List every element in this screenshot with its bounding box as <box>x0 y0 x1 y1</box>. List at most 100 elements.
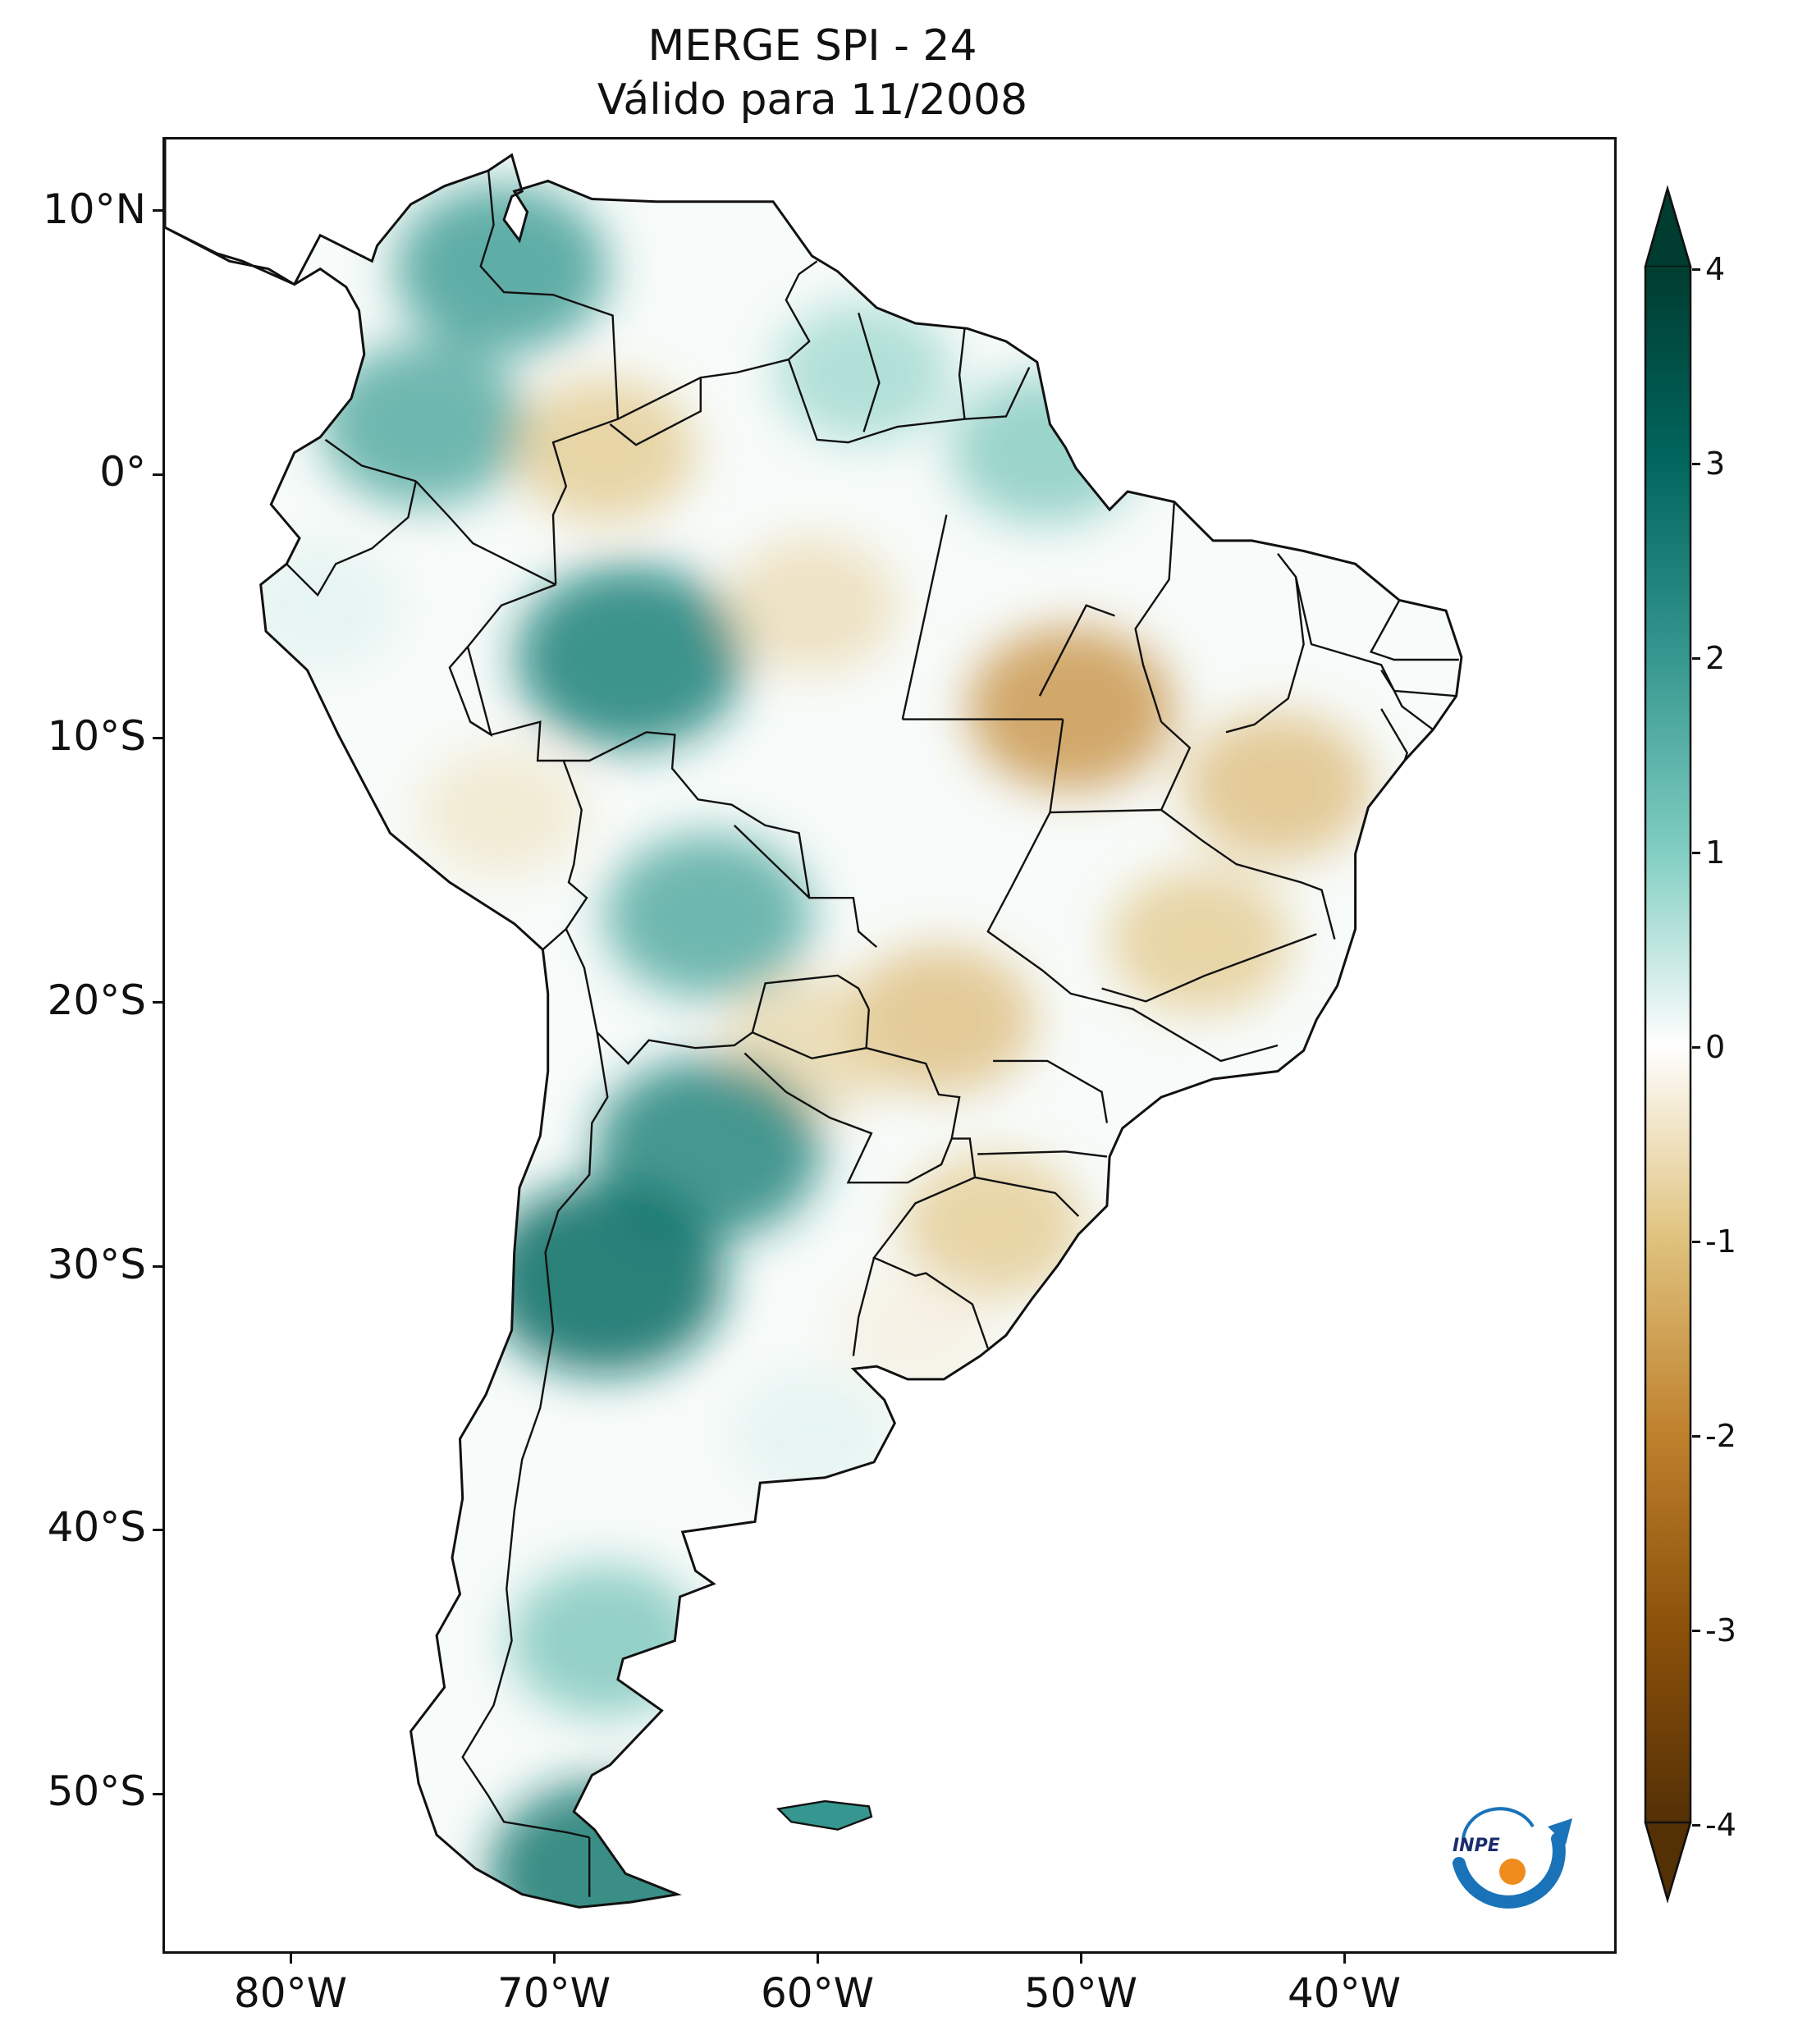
spi-region <box>1184 712 1371 861</box>
spi-region <box>775 302 953 442</box>
lon-tick <box>290 1954 292 1964</box>
country-border <box>852 1257 876 1356</box>
colorbar-tick <box>1692 1046 1700 1049</box>
country-border <box>974 1176 1080 1218</box>
colorbar-label: 4 <box>1705 251 1726 287</box>
lon-tick <box>553 1954 556 1964</box>
country-border <box>1225 552 1305 734</box>
country-border <box>1134 501 1176 723</box>
country-border <box>1101 933 1317 1003</box>
country-border <box>866 1047 961 1139</box>
spi-region <box>515 565 746 749</box>
lon-label-70w: 70°W <box>496 1969 611 2017</box>
lat-label-10s: 10°S <box>47 712 146 760</box>
lat-label-0: 0° <box>99 448 146 496</box>
colorbar-label: 2 <box>1705 640 1726 676</box>
country-border <box>565 928 870 1065</box>
colorbar-tick <box>1692 463 1700 465</box>
country-border <box>977 1150 1108 1158</box>
falkland-islands <box>775 1799 873 1831</box>
colorbar-label: 1 <box>1705 835 1726 871</box>
colorbar-tick <box>1692 1241 1700 1243</box>
colorbar-tick <box>1692 852 1700 854</box>
spi-region <box>903 1155 1084 1298</box>
country-border <box>752 1008 870 1060</box>
colorbar-label: -1 <box>1705 1223 1736 1260</box>
lon-tick <box>817 1954 819 1964</box>
country-border <box>466 646 493 738</box>
colorbar-tick <box>1692 1630 1700 1632</box>
lat-tick <box>153 1265 162 1268</box>
colorbar-tick <box>1692 1435 1700 1438</box>
spi-region <box>515 378 696 522</box>
country-border <box>1369 599 1459 661</box>
country-border <box>993 1059 1109 1123</box>
spi-region <box>1109 870 1291 1013</box>
lon-label-50w: 50°W <box>1023 1969 1138 2017</box>
spi-region <box>733 1372 891 1496</box>
colorbar-extend-max <box>1644 185 1692 268</box>
spi-heatmap <box>165 139 1463 1909</box>
colorbar-label: -4 <box>1705 1807 1736 1843</box>
colorbar-label: -3 <box>1705 1612 1736 1648</box>
country-border <box>1380 708 1409 761</box>
spi-region <box>967 626 1174 791</box>
spi-region <box>605 834 812 999</box>
spi-region <box>485 1182 725 1374</box>
spi-region <box>419 748 583 877</box>
lat-label-20s: 20°S <box>47 976 146 1024</box>
colorbar-tick <box>1692 657 1700 660</box>
country-border <box>901 514 948 720</box>
colorbar-label: 3 <box>1705 446 1726 482</box>
map-plot-area <box>162 137 1617 1954</box>
lat-tick <box>153 1001 162 1004</box>
spi-region <box>395 184 608 354</box>
inpe-logo: INPE <box>1453 1807 1572 1909</box>
country-border <box>479 170 620 585</box>
lon-tick <box>1343 1954 1346 1964</box>
country-border <box>1160 720 1192 811</box>
lat-label-50s: 50°S <box>47 1767 146 1815</box>
colorbar-label: 0 <box>1705 1029 1726 1065</box>
country-border <box>617 260 818 420</box>
country-border <box>448 583 588 951</box>
country-border <box>787 359 1031 444</box>
lon-label-60w: 60°W <box>760 1969 875 2017</box>
country-border <box>958 328 966 419</box>
lat-label-40s: 40°S <box>47 1503 146 1551</box>
country-border <box>858 312 881 432</box>
colorbar-tick <box>1692 1824 1700 1827</box>
country-border <box>1160 809 1336 940</box>
map-title: MERGE SPI - 24 <box>647 21 977 71</box>
country-border <box>324 438 417 482</box>
country-border <box>286 481 418 597</box>
country-border <box>461 1032 609 1839</box>
lat-label-10n: 10°N <box>42 185 146 233</box>
lon-label-40w: 40°W <box>1287 1969 1402 2017</box>
lat-tick <box>153 209 162 212</box>
lat-tick <box>153 737 162 739</box>
country-border <box>609 377 702 446</box>
country-border <box>415 480 556 586</box>
country-border <box>986 887 1279 1063</box>
coastline <box>165 139 1463 1909</box>
lat-tick <box>153 1529 162 1531</box>
colorbar-extend-min <box>1644 1821 1692 1904</box>
inpe-logo-text: INPE <box>1453 1836 1500 1856</box>
lon-tick <box>1080 1954 1082 1964</box>
country-border <box>1050 808 1162 814</box>
lon-label-80w: 80°W <box>233 1969 348 2017</box>
country-border <box>563 731 877 949</box>
country-border <box>1294 576 1434 731</box>
spi-region <box>241 543 400 667</box>
map-subtitle: Válido para 11/2008 <box>597 75 1028 125</box>
spi-region <box>320 342 528 506</box>
lat-tick <box>153 1793 162 1795</box>
colorbar-gradient <box>1645 267 1690 1822</box>
lat-label-30s: 30°S <box>47 1241 146 1288</box>
colorbar-tick <box>1692 268 1700 271</box>
country-border <box>733 825 811 899</box>
country-border <box>743 1052 953 1184</box>
spi-region <box>836 1269 995 1392</box>
lat-tick <box>153 473 162 476</box>
